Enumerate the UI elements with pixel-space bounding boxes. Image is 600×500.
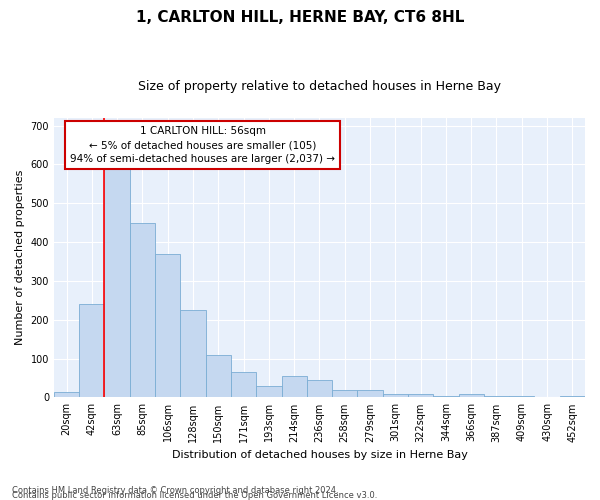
Text: 1, CARLTON HILL, HERNE BAY, CT6 8HL: 1, CARLTON HILL, HERNE BAY, CT6 8HL (136, 10, 464, 25)
Title: Size of property relative to detached houses in Herne Bay: Size of property relative to detached ho… (138, 80, 501, 93)
Bar (509, 396, 535, 398)
Bar (332, 390, 358, 398)
Bar (307, 380, 332, 398)
Bar (79, 304, 104, 398)
Bar (358, 390, 383, 398)
Bar (256, 386, 281, 398)
Text: 1 CARLTON HILL: 56sqm
← 5% of detached houses are smaller (105)
94% of semi-deta: 1 CARLTON HILL: 56sqm ← 5% of detached h… (70, 126, 335, 164)
Bar (560, 396, 585, 398)
X-axis label: Distribution of detached houses by size in Herne Bay: Distribution of detached houses by size … (172, 450, 467, 460)
Bar (458, 394, 484, 398)
Y-axis label: Number of detached properties: Number of detached properties (15, 170, 25, 346)
Bar (155, 254, 181, 398)
Bar (54, 392, 79, 398)
Bar (408, 394, 433, 398)
Bar (281, 376, 307, 398)
Bar (484, 396, 509, 398)
Bar (231, 372, 256, 398)
Bar (130, 222, 155, 398)
Text: Contains public sector information licensed under the Open Government Licence v3: Contains public sector information licen… (12, 491, 377, 500)
Bar (181, 310, 206, 398)
Bar (433, 396, 458, 398)
Text: Contains HM Land Registry data © Crown copyright and database right 2024.: Contains HM Land Registry data © Crown c… (12, 486, 338, 495)
Bar (206, 354, 231, 398)
Bar (383, 394, 408, 398)
Bar (104, 156, 130, 398)
